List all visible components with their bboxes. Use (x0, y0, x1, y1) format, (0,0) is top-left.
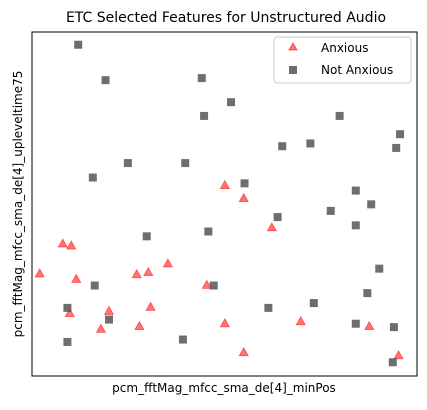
y-axis-label: pcm_fftMag_mfcc_sma_de[4]_upleveltime75 (11, 71, 25, 338)
points-layer (34, 40, 405, 367)
data-point-anxious-14 (95, 323, 107, 333)
data-point-anxious-4 (66, 240, 77, 250)
legend-item-anxious: Anxious (288, 41, 368, 55)
chart-title: ETC Selected Features for Unstructured A… (66, 10, 386, 26)
legend: Anxious Not Anxious (273, 36, 412, 84)
plot-area (31, 31, 418, 377)
data-point-not-anxious-5 (335, 111, 344, 120)
legend-box (273, 36, 412, 84)
data-point-not-anxious-3 (227, 98, 236, 107)
data-point-not-anxious-24 (363, 289, 372, 298)
data-point-not-anxious-0 (74, 40, 83, 49)
data-point-anxious-0 (219, 179, 231, 189)
data-point-anxious-18 (364, 320, 375, 331)
data-point-not-anxious-33 (388, 358, 397, 367)
data-point-not-anxious-31 (178, 335, 187, 344)
data-point-anxious-9 (143, 266, 154, 277)
data-point-not-anxious-7 (306, 139, 315, 148)
data-point-anxious-19 (238, 346, 249, 357)
plot-frame (31, 31, 418, 377)
data-point-not-anxious-30 (389, 323, 398, 332)
data-point-not-anxious-10 (123, 159, 132, 168)
data-point-anxious-1 (238, 192, 249, 203)
data-point-not-anxious-18 (351, 221, 360, 230)
data-point-not-anxious-28 (105, 315, 113, 324)
data-point-anxious-13 (103, 305, 115, 315)
legend-square-marker (289, 66, 297, 74)
data-point-anxious-5 (162, 258, 174, 268)
data-point-not-anxious-27 (264, 303, 273, 312)
data-point-not-anxious-25 (309, 299, 318, 308)
data-point-not-anxious-6 (396, 130, 405, 139)
data-point-not-anxious-4 (200, 111, 209, 120)
data-point-not-anxious-17 (273, 213, 282, 222)
data-point-anxious-15 (134, 320, 145, 331)
data-point-anxious-8 (131, 268, 142, 279)
data-point-not-anxious-11 (181, 159, 190, 168)
legend-item-not-anxious: Not Anxious (289, 63, 393, 77)
data-point-not-anxious-8 (278, 142, 287, 151)
data-point-not-anxious-9 (392, 143, 401, 152)
data-point-not-anxious-22 (90, 281, 99, 290)
data-point-not-anxious-15 (367, 200, 376, 209)
data-point-anxious-20 (393, 350, 404, 360)
data-point-anxious-12 (64, 307, 75, 317)
data-point-not-anxious-1 (101, 76, 110, 85)
data-point-not-anxious-20 (142, 232, 151, 241)
data-point-not-anxious-23 (209, 281, 218, 290)
data-point-anxious-2 (266, 222, 278, 232)
legend-triangle-marker (288, 41, 298, 51)
data-point-anxious-7 (71, 273, 82, 283)
data-point-anxious-10 (201, 279, 212, 289)
data-point-anxious-17 (295, 315, 306, 326)
x-axis-label: pcm_fftMag_mfcc_sma_de[4]_minPos (112, 381, 336, 395)
data-point-not-anxious-2 (197, 74, 206, 83)
data-point-not-anxious-12 (88, 173, 97, 182)
data-point-not-anxious-16 (326, 206, 335, 215)
data-point-not-anxious-21 (375, 264, 384, 273)
data-point-anxious-11 (145, 301, 156, 311)
data-point-not-anxious-29 (351, 319, 360, 328)
data-point-not-anxious-19 (204, 227, 213, 236)
data-point-anxious-16 (219, 318, 231, 328)
data-point-anxious-3 (57, 238, 68, 248)
legend-label-not-anxious: Not Anxious (321, 63, 393, 77)
data-point-not-anxious-32 (63, 337, 72, 346)
legend-label-anxious: Anxious (321, 41, 368, 55)
data-point-not-anxious-13 (240, 179, 249, 188)
data-point-not-anxious-14 (351, 186, 360, 195)
data-point-not-anxious-26 (63, 303, 72, 312)
data-point-anxious-6 (34, 268, 45, 278)
